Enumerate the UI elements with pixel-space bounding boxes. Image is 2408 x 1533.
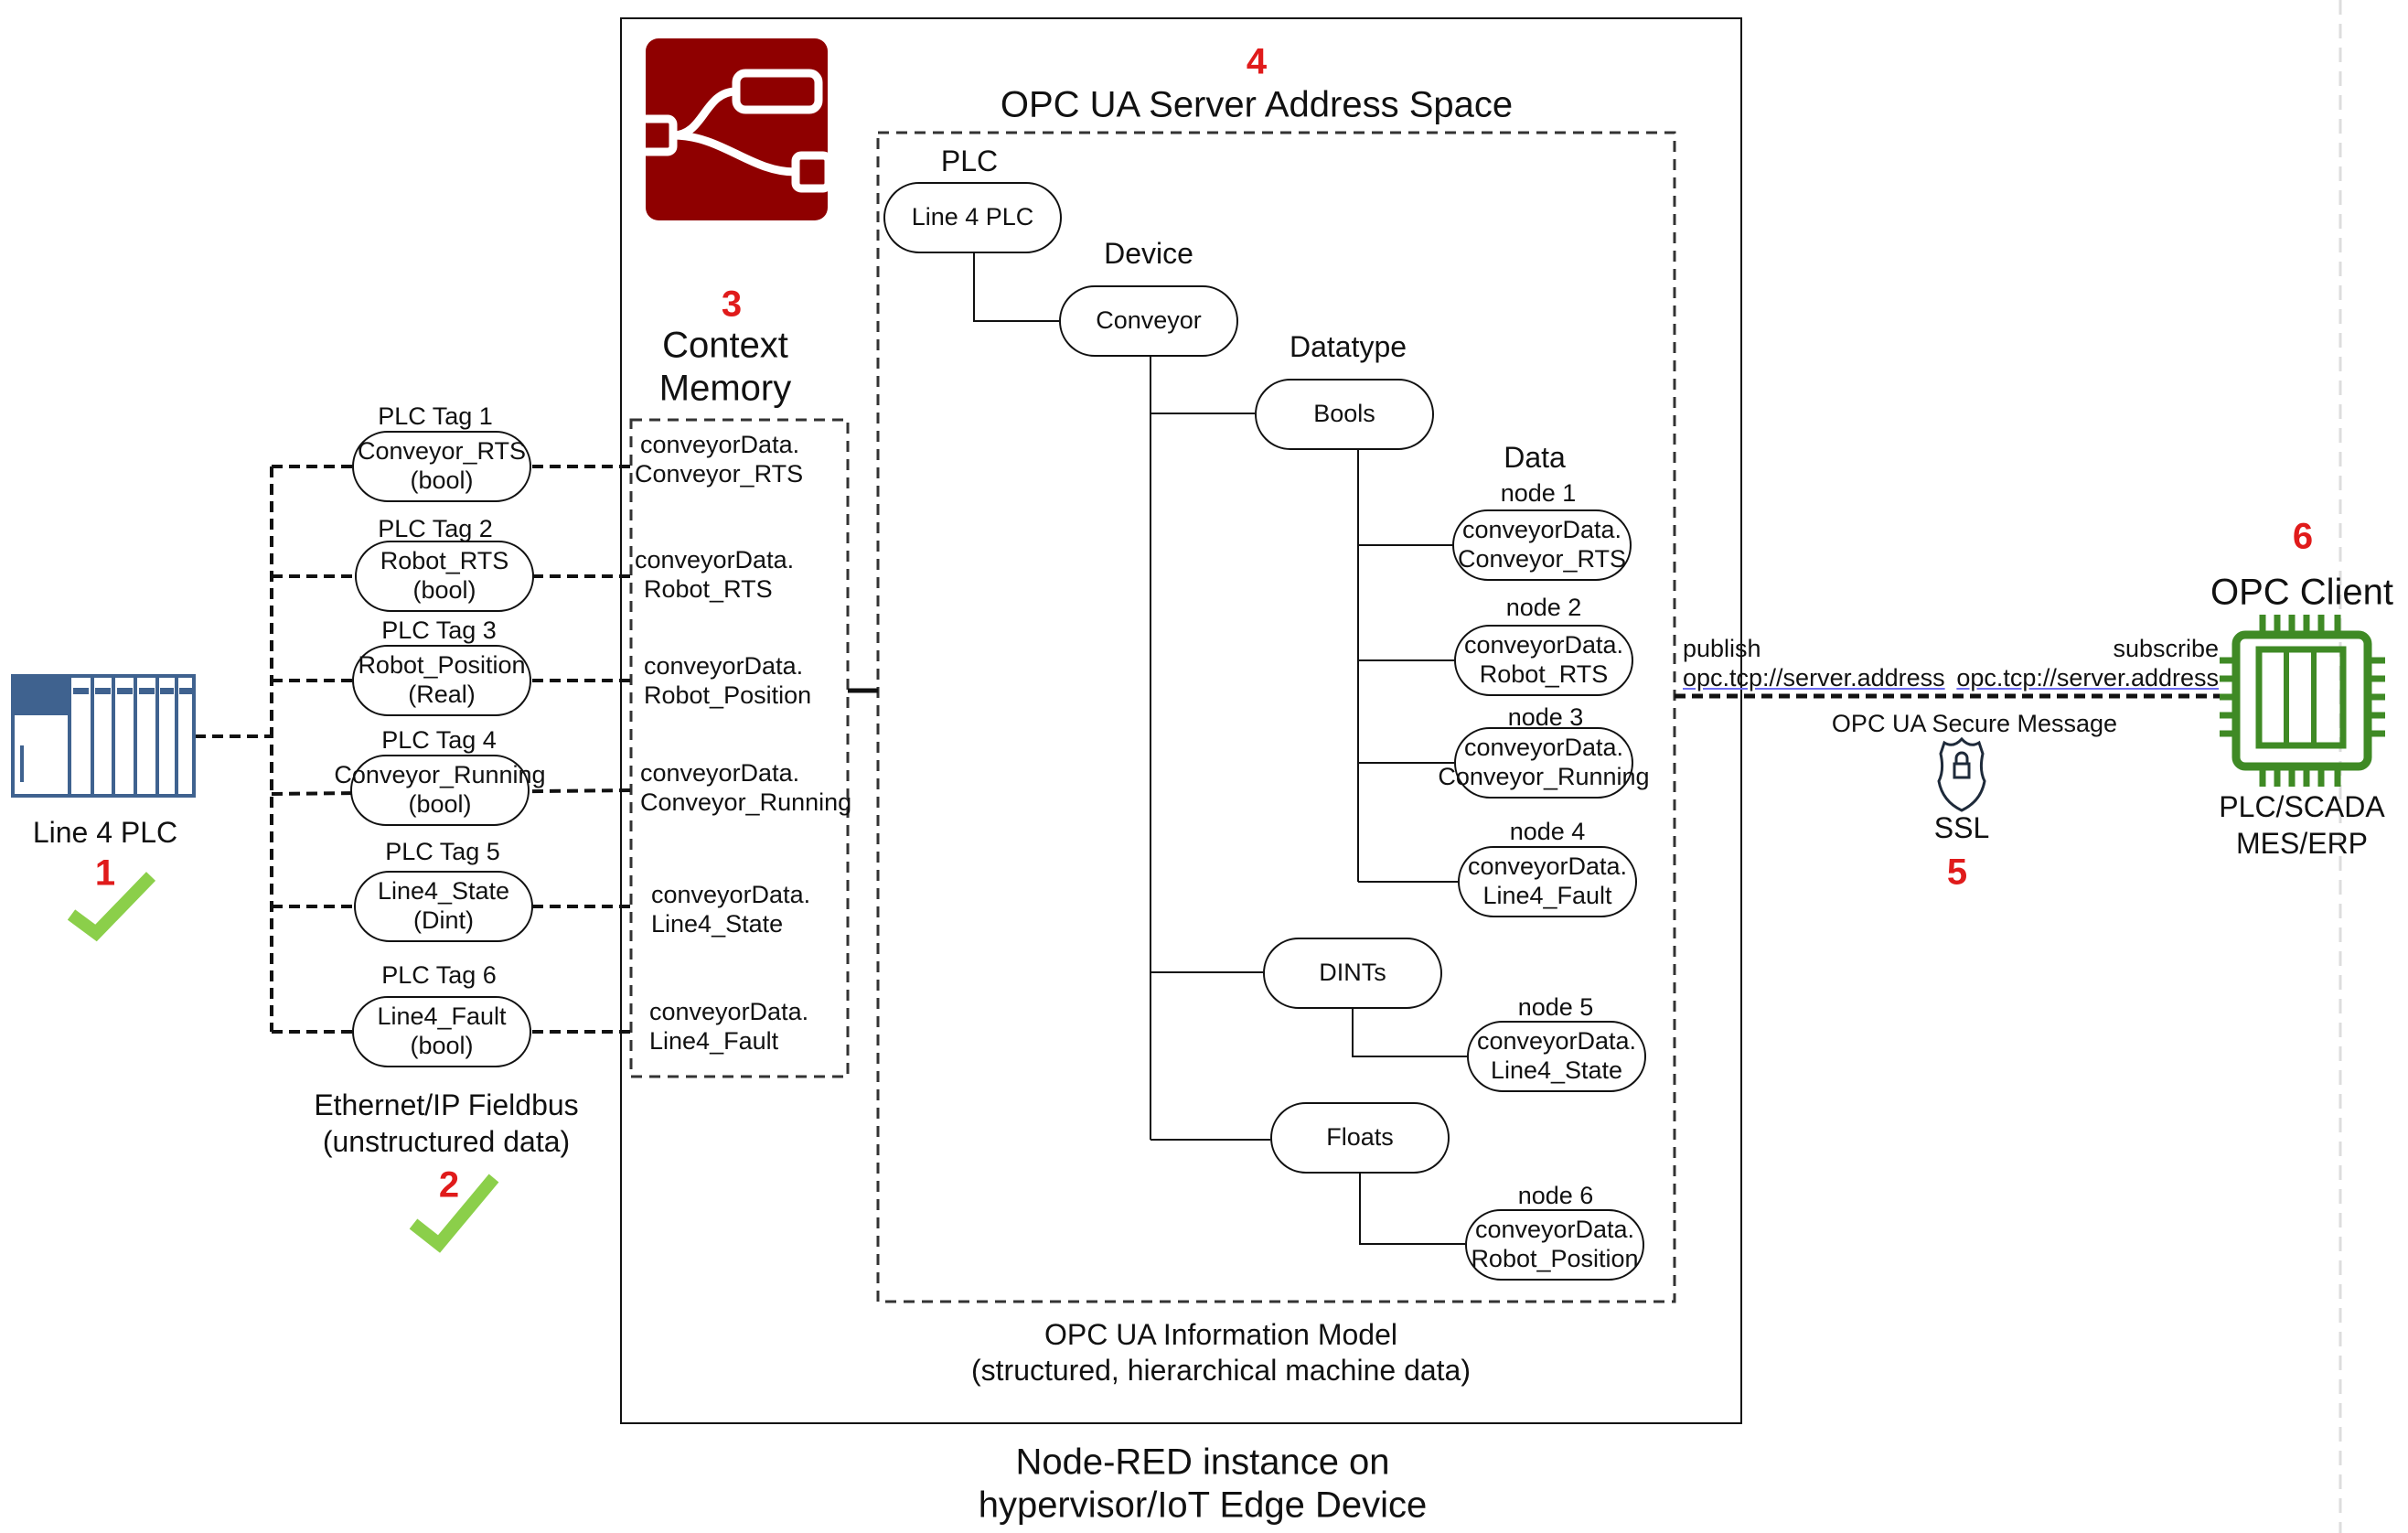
- nodered-box: [620, 17, 1742, 1424]
- opc-client-title: OPC Client: [2210, 572, 2394, 613]
- tag-name: Conveyor_RTS: [357, 437, 527, 466]
- plc-tag-node: Conveyor_RTS (bool): [352, 431, 531, 502]
- step-2: 2: [438, 1164, 460, 1206]
- node-label: node 2: [1505, 594, 1582, 622]
- plc-tag-node: Robot_Position (Real): [352, 645, 531, 716]
- step-4: 4: [1246, 41, 1268, 82]
- tree-node-data: conveyorData. Conveyor_Running: [1438, 727, 1650, 799]
- node-label: node 4: [1509, 818, 1586, 846]
- tree-node-conveyor: Conveyor: [1059, 285, 1238, 357]
- tree-lines: [973, 253, 1467, 1245]
- context-item: conveyorData. Conveyor_Running: [640, 759, 852, 816]
- tree-node-plc: Line 4 PLC: [883, 182, 1062, 253]
- node-label: node 5: [1517, 993, 1594, 1022]
- address-space-title: OPC UA Server Address Space: [1000, 84, 1514, 125]
- tag-name: Line4_Fault: [377, 1002, 507, 1031]
- node-red-logo: [636, 38, 833, 220]
- tag-title: PLC Tag 4: [381, 726, 497, 755]
- device-level-label: Device: [1104, 237, 1193, 271]
- tag-title: PLC Tag 2: [378, 515, 493, 543]
- address-space-box: [876, 131, 1676, 1303]
- client-systems-label: PLC/SCADA: [2219, 790, 2385, 824]
- client-systems-label-2: MES/ERP: [2235, 827, 2369, 861]
- node-label: node 1: [1500, 479, 1577, 508]
- context-item: conveyorData. Robot_RTS: [635, 546, 795, 603]
- context-memory-box: [629, 418, 850, 1078]
- context-memory-title: Context: [662, 325, 788, 366]
- plc-tag-node: Line4_Fault (bool): [352, 996, 531, 1067]
- publish-label: publish: [1683, 635, 1761, 662]
- tree-node-data: conveyorData. Robot_RTS: [1454, 625, 1633, 696]
- plc-rack-icon: [11, 674, 196, 798]
- node-label: node 6: [1517, 1182, 1594, 1210]
- subscribe-label: subscribe: [2113, 635, 2219, 662]
- tag-type: (Dint): [413, 906, 474, 934]
- tree-node-dints: DINTs: [1263, 938, 1442, 1009]
- tag-type: (bool): [412, 576, 476, 604]
- info-model-label: OPC UA Information Model: [1044, 1318, 1397, 1352]
- tag-type: (bool): [408, 790, 472, 818]
- secure-message-label: OPC UA Secure Message: [1831, 710, 2118, 738]
- plc-label: Line 4 PLC: [32, 816, 178, 850]
- nodered-sublabel: hypervisor/IoT Edge Device: [978, 1485, 1428, 1526]
- tag-name: Robot_Position: [358, 651, 526, 680]
- context-memory-title-2: Memory: [658, 368, 792, 409]
- plc-tag-node: Robot_RTS (bool): [355, 541, 534, 612]
- info-model-sublabel: (structured, hierarchical machine data): [970, 1354, 1472, 1388]
- tree-node-data: conveyorData. Robot_Position: [1465, 1209, 1644, 1281]
- context-item: conveyorData. Conveyor_RTS: [635, 431, 804, 488]
- ssl-shield-icon: [1937, 736, 1986, 812]
- step-6: 6: [2292, 516, 2314, 557]
- step-3: 3: [721, 284, 743, 325]
- ssl-label: SSL: [1933, 811, 1990, 845]
- tree-node-data: conveyorData. Conveyor_RTS: [1452, 509, 1632, 581]
- data-level-label: Data: [1504, 441, 1566, 475]
- check-icon: [409, 1174, 499, 1253]
- plc-tag-node: Line4_State (Dint): [354, 871, 533, 942]
- tag-name: Robot_RTS: [380, 547, 509, 575]
- tag-name: Line4_State: [377, 877, 510, 906]
- subscribe-url[interactable]: opc.tcp://server.address: [1956, 664, 2219, 691]
- plc-level-label: PLC: [940, 145, 999, 178]
- tag-title: PLC Tag 5: [385, 838, 500, 866]
- tag-title: PLC Tag 3: [381, 616, 497, 645]
- fieldbus-label: Ethernet/IP Fieldbus: [314, 1088, 579, 1122]
- tag-type: (Real): [408, 681, 476, 708]
- tag-title: PLC Tag 6: [381, 961, 497, 990]
- step-1: 1: [94, 852, 116, 894]
- datatype-level-label: Datatype: [1289, 330, 1407, 364]
- tag-type: (bool): [410, 1032, 474, 1059]
- tag-type: (bool): [410, 466, 474, 494]
- tree-node-data: conveyorData. Line4_Fault: [1458, 846, 1637, 917]
- nodered-label: Node-RED instance on: [1015, 1442, 1390, 1483]
- check-icon: [67, 872, 156, 942]
- node-label: node 3: [1507, 703, 1584, 732]
- tree-node-floats: Floats: [1270, 1102, 1450, 1174]
- context-item: conveyorData. Line4_Fault: [649, 998, 809, 1055]
- publish-url[interactable]: opc.tcp://server.address: [1683, 664, 1945, 691]
- tree-node-bools: Bools: [1255, 379, 1434, 450]
- step-5: 5: [1946, 852, 1968, 893]
- plc-tag-node: Conveyor_Running (bool): [334, 755, 546, 826]
- fieldbus-sublabel: (unstructured data): [322, 1125, 571, 1159]
- tree-node-data: conveyorData. Line4_State: [1467, 1021, 1646, 1092]
- opc-client-chip-icon: [2220, 615, 2385, 787]
- context-item: conveyorData. Line4_State: [651, 881, 811, 938]
- tag-name: Conveyor_Running: [334, 761, 546, 789]
- context-item: conveyorData. Robot_Position: [644, 652, 812, 709]
- tag-title: PLC Tag 1: [378, 402, 493, 431]
